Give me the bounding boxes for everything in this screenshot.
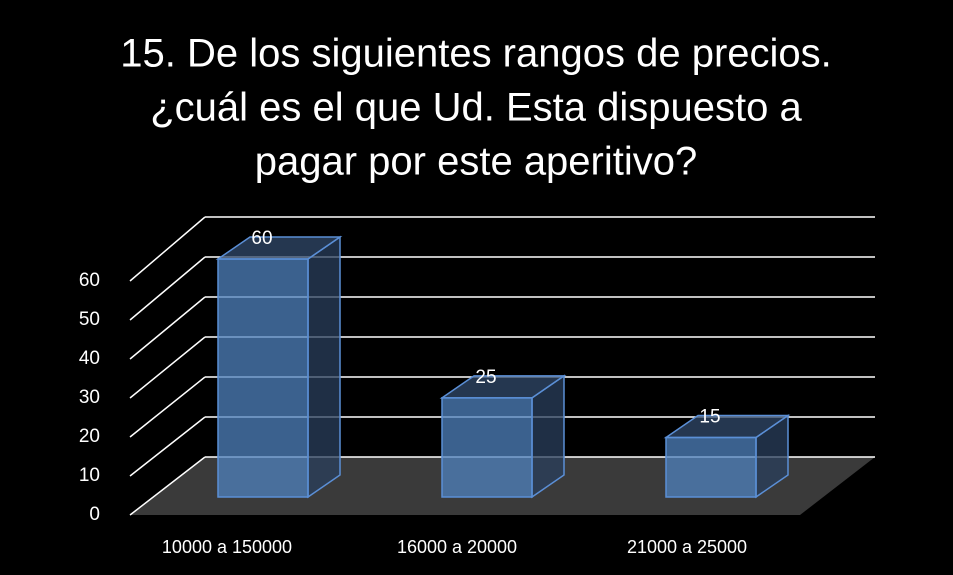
y-tick-label: 60 — [79, 270, 100, 291]
chart-title-line: ¿cuál es el que Ud. Esta dispuesto a — [150, 86, 802, 130]
grid-line — [129, 376, 206, 438]
grid-line — [129, 216, 206, 282]
bar-face — [441, 397, 533, 498]
y-tick-label: 20 — [79, 426, 100, 447]
bar-face — [217, 258, 309, 498]
x-tick-label: 10000 a 150000 — [162, 537, 292, 557]
y-tick-label: 40 — [79, 348, 100, 369]
bar-face — [665, 436, 757, 498]
x-tick-label: 16000 a 20000 — [397, 537, 517, 557]
x-tick-label: 21000 a 25000 — [627, 537, 747, 557]
y-tick-label: 0 — [89, 504, 100, 525]
grid-line — [129, 256, 206, 321]
chart-title-line: pagar por este aperitivo? — [255, 140, 698, 184]
value-label: 15 — [699, 407, 720, 428]
grid-line — [129, 416, 206, 477]
grid-line — [129, 296, 206, 360]
y-tick-label: 30 — [79, 387, 100, 408]
bar — [215, 235, 343, 499]
value-label: 25 — [475, 367, 496, 388]
bar-face — [307, 235, 341, 499]
y-tick-label: 50 — [79, 309, 100, 330]
grid-line — [129, 336, 206, 399]
grid-line — [129, 456, 206, 516]
chart-title-line: 15. De los siguientes rangos de precios. — [120, 32, 832, 76]
y-tick-label: 10 — [79, 465, 100, 486]
bar — [663, 414, 791, 499]
value-label: 60 — [251, 228, 272, 249]
bar — [439, 374, 567, 499]
